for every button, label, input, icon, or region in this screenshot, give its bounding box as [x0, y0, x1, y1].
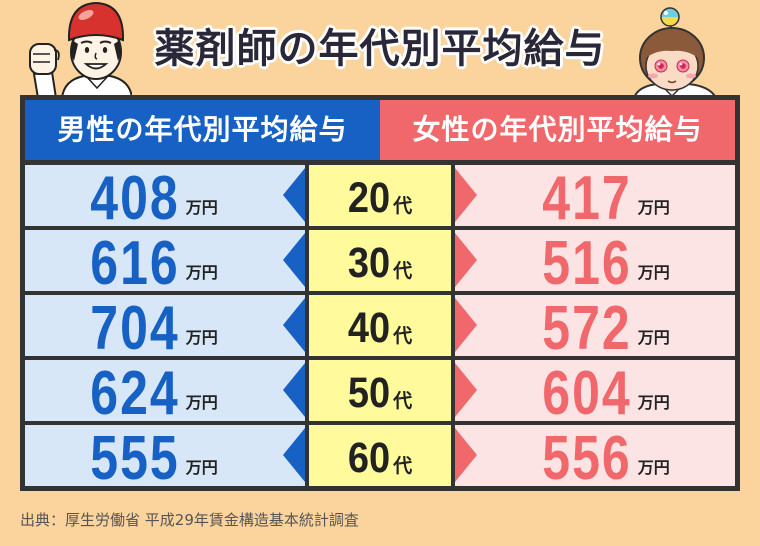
- woman-hair-ornament: [660, 7, 680, 30]
- triangle-left-icon: [283, 428, 305, 482]
- unit-label: 万円: [637, 328, 670, 347]
- unit-label: 万円: [637, 458, 670, 477]
- triangle-right-icon: [455, 428, 477, 482]
- triangle-left-icon: [283, 168, 305, 222]
- female-salary-50s: 604 万円: [477, 361, 735, 424]
- age-suffix: 代: [393, 390, 413, 412]
- male-salary-cell-40s: 704 万円: [25, 295, 305, 359]
- male-salary-cell-20s: 408 万円: [25, 165, 305, 229]
- table-row-60s: 555 万円 60 代 556 万円: [25, 425, 735, 489]
- unit-label: 万円: [185, 328, 218, 347]
- age-group-cell-20s: 20 代: [309, 165, 451, 226]
- female-salary-20s: 417 万円: [477, 166, 735, 229]
- female-salary-40s: 572 万円: [477, 296, 735, 359]
- age-group-cell-50s: 50 代: [309, 360, 451, 421]
- unit-label: 万円: [185, 198, 218, 217]
- male-salary-value-50s: 624: [90, 357, 180, 428]
- male-salary-value-30s: 616: [90, 227, 180, 298]
- male-salary-30s: 616 万円: [25, 231, 283, 293]
- age-suffix: 代: [393, 195, 413, 217]
- age-suffix: 代: [393, 455, 413, 477]
- table-row-20s: 408 万円 20 代 417 万円: [25, 165, 735, 229]
- age-group-label-30s: 30 代: [309, 242, 451, 285]
- unit-label: 万円: [185, 393, 218, 412]
- table-row-40s: 704 万円 40 代 572 万円: [25, 295, 735, 359]
- male-salary-50s: 624 万円: [25, 361, 283, 424]
- female-salary-30s: 516 万円: [477, 231, 735, 293]
- female-salary-cell-50s: 604 万円: [455, 360, 735, 424]
- age-group-label-20s: 20 代: [309, 177, 451, 220]
- page-title: 薬剤師の年代別平均給与: [154, 26, 606, 72]
- salary-table: 男性の年代別平均給与 女性の年代別平均給与 408 万円 20 代 417 万円: [20, 95, 740, 491]
- male-salary-cell-60s: 555 万円: [25, 425, 305, 489]
- age-number: 60: [347, 434, 391, 482]
- age-suffix: 代: [393, 260, 413, 282]
- male-salary-cell-50s: 624 万円: [25, 360, 305, 424]
- triangle-right-icon: [455, 168, 477, 222]
- triangle-right-icon: [455, 363, 477, 417]
- male-salary-value-20s: 408: [90, 162, 180, 233]
- female-salary-cell-20s: 417 万円: [455, 165, 735, 229]
- age-group-label-40s: 40 代: [309, 307, 451, 350]
- male-salary-60s: 555 万円: [25, 426, 283, 489]
- triangle-left-icon: [283, 298, 305, 352]
- female-salary-cell-60s: 556 万円: [455, 425, 735, 489]
- unit-label: 万円: [637, 393, 670, 412]
- man-arm: [29, 43, 60, 98]
- man-head: [67, 1, 125, 80]
- triangle-left-icon: [283, 363, 305, 417]
- age-number: 30: [347, 239, 391, 287]
- pharmacist-woman-icon: [632, 7, 718, 98]
- female-salary-value-60s: 556: [542, 422, 632, 493]
- unit-label: 万円: [185, 458, 218, 477]
- age-number: 50: [347, 369, 391, 417]
- triangle-right-icon: [455, 298, 477, 352]
- triangle-left-icon: [283, 233, 305, 287]
- man-shirt: [60, 75, 132, 98]
- female-column-header: 女性の年代別平均給与: [380, 100, 735, 160]
- male-column-header: 男性の年代別平均給与: [25, 100, 380, 160]
- female-salary-value-50s: 604: [542, 357, 632, 428]
- female-salary-value-40s: 572: [542, 292, 632, 363]
- age-number: 40: [347, 304, 391, 352]
- age-number: 20: [347, 174, 391, 222]
- female-salary-cell-30s: 516 万円: [455, 230, 735, 294]
- woman-head: [639, 27, 705, 91]
- source-note: 出典：厚生労働省 平成29年賃金構造基本統計調査: [20, 511, 359, 529]
- table-row-30s: 616 万円 30 代 516 万円: [25, 230, 735, 294]
- table-row-50s: 624 万円 50 代 604 万円: [25, 360, 735, 424]
- age-suffix: 代: [393, 325, 413, 347]
- male-salary-value-60s: 555: [90, 422, 180, 493]
- age-group-label-60s: 60 代: [309, 437, 451, 480]
- unit-label: 万円: [637, 198, 670, 217]
- unit-label: 万円: [637, 263, 670, 282]
- male-salary-20s: 408 万円: [25, 166, 283, 229]
- pharmacist-man-icon: [29, 1, 132, 98]
- age-group-cell-60s: 60 代: [309, 425, 451, 486]
- female-salary-60s: 556 万円: [477, 426, 735, 489]
- age-group-cell-30s: 30 代: [309, 230, 451, 291]
- age-group-cell-40s: 40 代: [309, 295, 451, 356]
- age-group-label-50s: 50 代: [309, 372, 451, 415]
- female-salary-value-20s: 417: [542, 162, 632, 233]
- male-salary-40s: 704 万円: [25, 296, 283, 359]
- male-salary-cell-30s: 616 万円: [25, 230, 305, 294]
- female-salary-cell-40s: 572 万円: [455, 295, 735, 359]
- unit-label: 万円: [185, 263, 218, 282]
- triangle-right-icon: [455, 233, 477, 287]
- male-salary-value-40s: 704: [90, 292, 180, 363]
- female-salary-value-30s: 516: [542, 227, 632, 298]
